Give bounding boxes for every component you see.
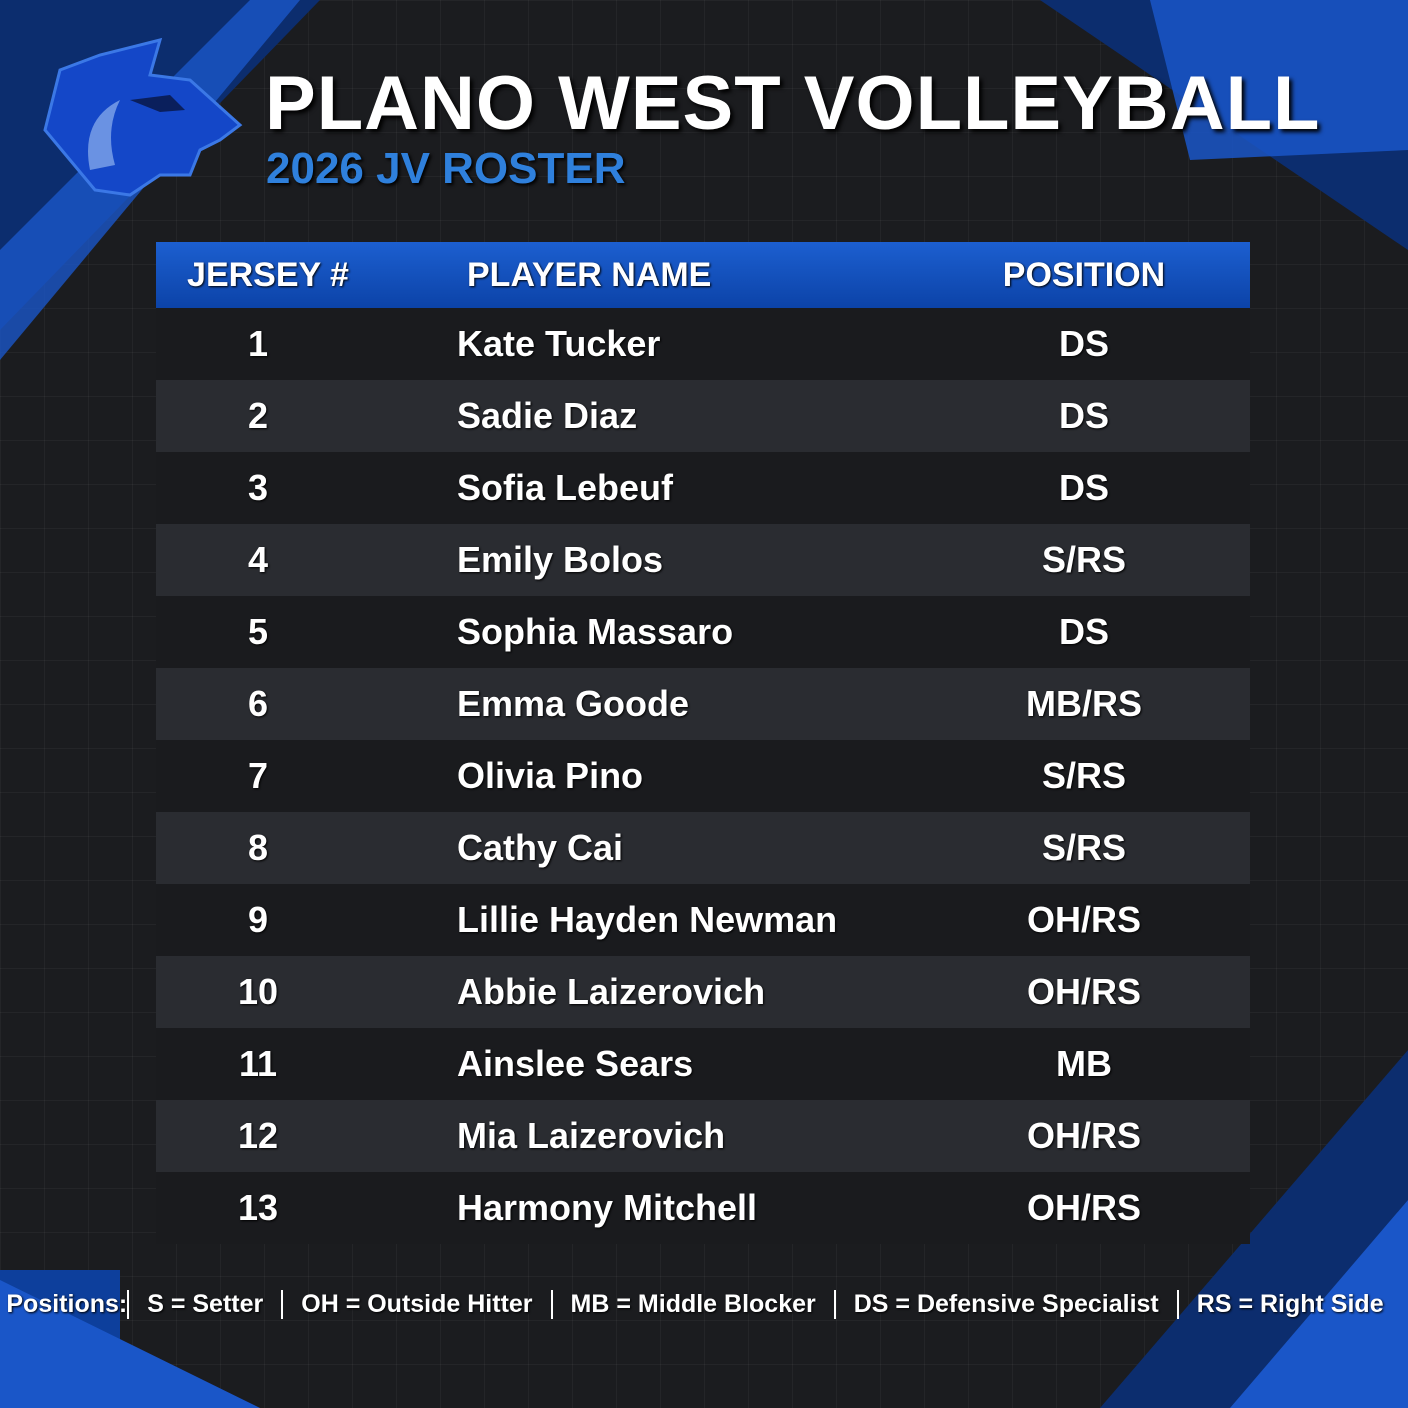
legend-item: OH = Outside Hitter [281, 1290, 550, 1319]
table-row: 5 Sophia Massaro DS [156, 596, 1250, 668]
player-name: Emily Bolos [457, 539, 664, 580]
player-name: Sadie Diaz [457, 395, 638, 436]
position: DS [1058, 467, 1109, 508]
position: S/RS [1041, 827, 1127, 868]
jersey-number: 11 [238, 1043, 278, 1084]
column-header: JERSEY # [187, 255, 349, 294]
position: MB/RS [1026, 683, 1142, 724]
table-row: 11 Ainslee Sears MB [156, 1028, 1250, 1100]
corner-stripe [1150, 0, 1408, 160]
legend-item: S = Setter [127, 1290, 281, 1319]
player-name: Mia Laizerovich [457, 1115, 726, 1156]
corner-stripe [0, 1280, 260, 1408]
header-row: JERSEY # PLAYER NAME POSITION [156, 242, 1250, 308]
subtitle: 2026 JV ROSTER [266, 144, 626, 193]
position: OH/RS [1026, 971, 1141, 1012]
jersey-number: 5 [247, 611, 269, 652]
column-header: POSITION [1002, 255, 1166, 294]
roster-table: JERSEY # PLAYER NAME POSITION 1 Kate Tucker D… [156, 242, 1250, 1244]
jersey-number: 6 [247, 683, 269, 724]
legend-item: DS = Defensive Specialist [833, 1290, 1177, 1319]
player-name: Cathy Cai [457, 827, 624, 868]
position-legend: Positions: S = Setter OH = Outside Hitter M… [0, 1290, 1408, 1319]
player-name: Sophia Massaro [457, 611, 734, 652]
table-row: 10 Abbie Laizerovich OH/RS [156, 956, 1250, 1028]
jersey-number: 4 [247, 539, 269, 580]
table-row: 7 Olivia Pino S/RS [156, 740, 1250, 812]
position: MB [1056, 1043, 1112, 1084]
table-row: 8 Cathy Cai S/RS [156, 812, 1250, 884]
corner-stripe [1230, 1200, 1408, 1408]
table-row: 4 Emily Bolos S/RS [156, 524, 1250, 596]
table-row: 3 Sofia Lebeuf DS [156, 452, 1250, 524]
player-name: Kate Tucker [457, 323, 661, 364]
position: S/RS [1041, 755, 1127, 796]
position: DS [1058, 611, 1109, 652]
jersey-number: 1 [247, 323, 269, 364]
position: OH/RS [1026, 1115, 1141, 1156]
jersey-number: 8 [247, 827, 269, 868]
legend-label: Positions: [6, 1290, 128, 1318]
jersey-number: 3 [247, 467, 269, 508]
column-header: PLAYER NAME [467, 255, 712, 294]
logo [43, 37, 243, 197]
jersey-number: 13 [237, 1187, 279, 1228]
table-row: 6 Emma Goode MB/RS [156, 668, 1250, 740]
title: PLANO WEST VOLLEYBALL [265, 61, 1321, 146]
player-name: Lillie Hayden Newman [457, 899, 838, 940]
player-name: Abbie Laizerovich [457, 971, 766, 1012]
table-row: 1 Kate Tucker DS [156, 308, 1250, 380]
table-row: 12 Mia Laizerovich OH/RS [156, 1100, 1250, 1172]
jersey-number: 9 [247, 899, 269, 940]
jersey-number: 10 [237, 971, 279, 1012]
position: OH/RS [1026, 1187, 1141, 1228]
table-row: 2 Sadie Diaz DS [156, 380, 1250, 452]
player-name: Olivia Pino [457, 755, 644, 796]
position: S/RS [1041, 539, 1127, 580]
player-name: Emma Goode [457, 683, 690, 724]
position: DS [1058, 395, 1109, 436]
player-name: Harmony Mitchell [457, 1187, 758, 1228]
player-name: Sofia Lebeuf [457, 467, 674, 508]
player-name: Ainslee Sears [457, 1043, 694, 1084]
jersey-number: 2 [247, 395, 269, 436]
jersey-number: 12 [237, 1115, 279, 1156]
position: DS [1058, 323, 1109, 364]
jersey-number: 7 [247, 755, 269, 796]
table-row: 9 Lillie Hayden Newman OH/RS [156, 884, 1250, 956]
legend-item: MB = Middle Blocker [550, 1290, 834, 1319]
table-row: 13 Harmony Mitchell OH/RS [156, 1172, 1250, 1244]
position: OH/RS [1026, 899, 1141, 940]
legend-item: RS = Right Side [1176, 1290, 1402, 1319]
